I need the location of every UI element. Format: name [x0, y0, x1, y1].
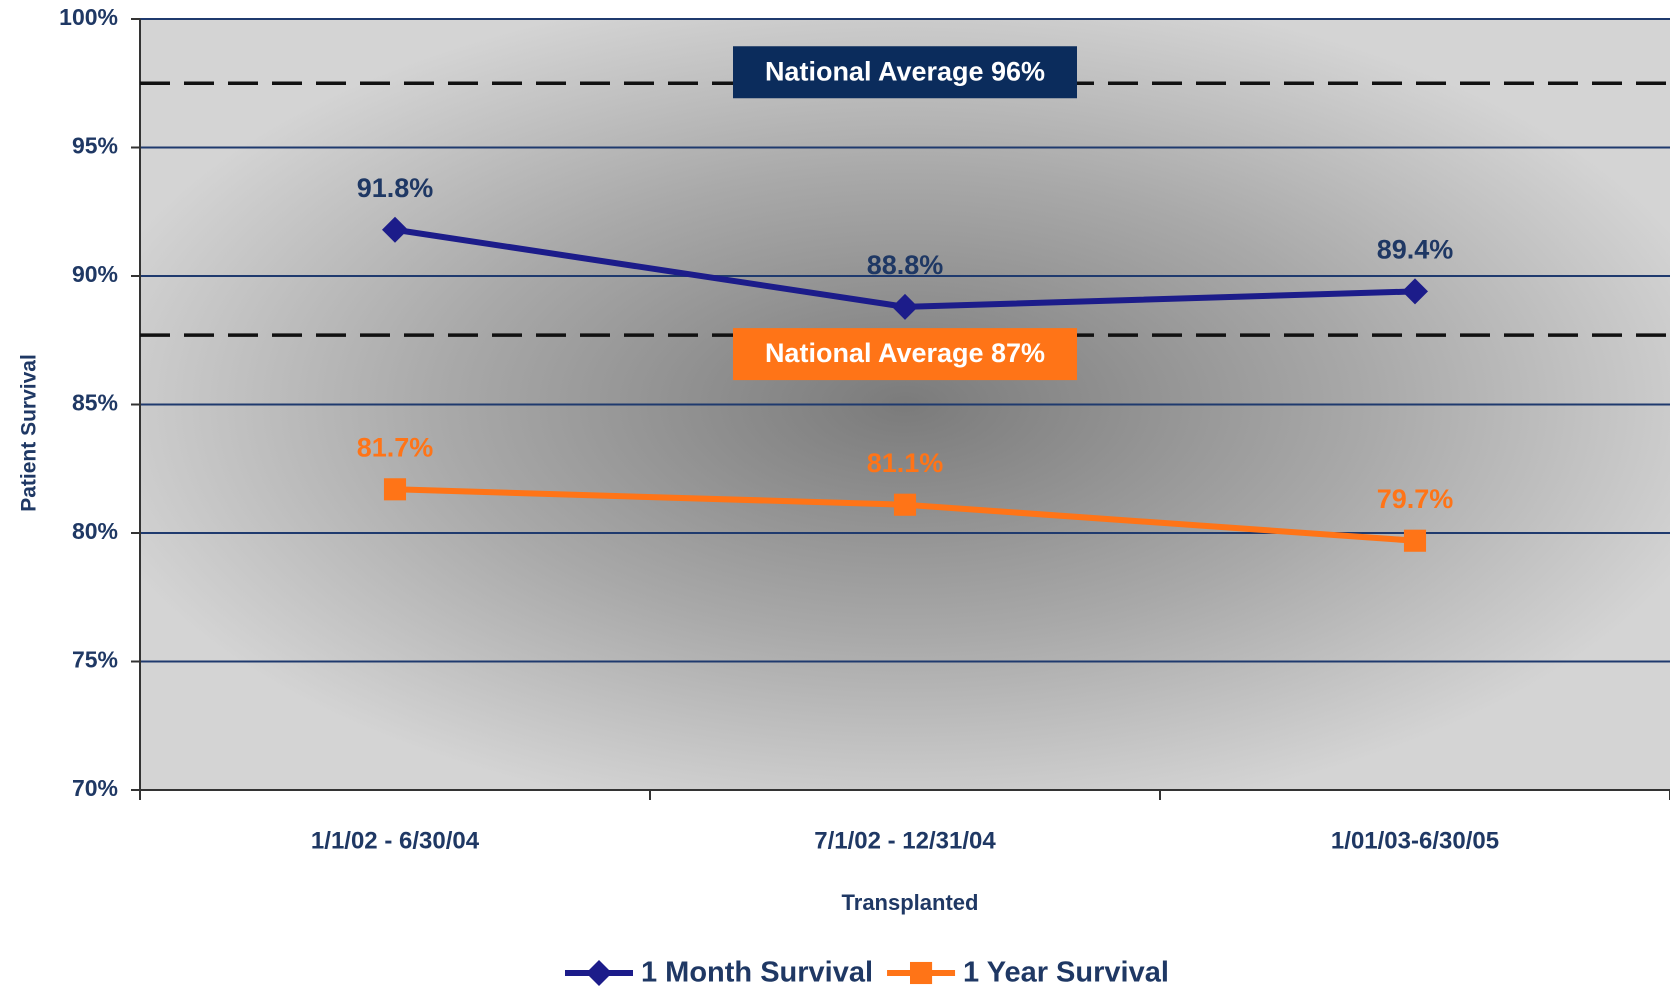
- x-tick-label: 1/01/03-6/30/05: [1331, 827, 1499, 854]
- x-tick-label: 1/1/02 - 6/30/04: [311, 827, 480, 854]
- data-label: 88.8%: [867, 250, 944, 280]
- data-label: 89.4%: [1377, 235, 1454, 265]
- legend-marker: [586, 960, 612, 986]
- data-label: 91.8%: [357, 173, 434, 203]
- data-label: 81.1%: [867, 448, 944, 478]
- data-point: [1403, 529, 1427, 552]
- data-point: [893, 493, 917, 516]
- reference-label-box: [733, 46, 1077, 99]
- y-tick-label: 70%: [72, 775, 118, 801]
- data-label: 79.7%: [1377, 484, 1454, 514]
- data-point: [382, 216, 408, 243]
- y-tick-label: 90%: [72, 261, 118, 287]
- x-tick-label: 7/1/02 - 12/31/04: [814, 827, 996, 854]
- y-axis-title: Patient Survival: [18, 354, 41, 512]
- data-point: [892, 293, 918, 320]
- data-label: 81.7%: [357, 432, 434, 462]
- reference-label-box: [733, 328, 1077, 381]
- reference-label: National Average 87%: [765, 338, 1045, 368]
- x-axis-title: Transplanted: [842, 890, 979, 915]
- y-tick-label: 80%: [72, 518, 118, 544]
- y-tick-label: 75%: [72, 647, 118, 673]
- data-point: [1402, 278, 1428, 305]
- y-tick-label: 95%: [72, 133, 118, 159]
- reference-label: National Average 96%: [765, 56, 1045, 86]
- legend-marker: [909, 961, 933, 985]
- legend-label: 1 Month Survival: [641, 957, 873, 989]
- data-point: [383, 478, 407, 501]
- y-tick-label: 100%: [59, 4, 118, 30]
- legend-label: 1 Year Survival: [963, 957, 1169, 989]
- y-tick-label: 85%: [72, 390, 118, 416]
